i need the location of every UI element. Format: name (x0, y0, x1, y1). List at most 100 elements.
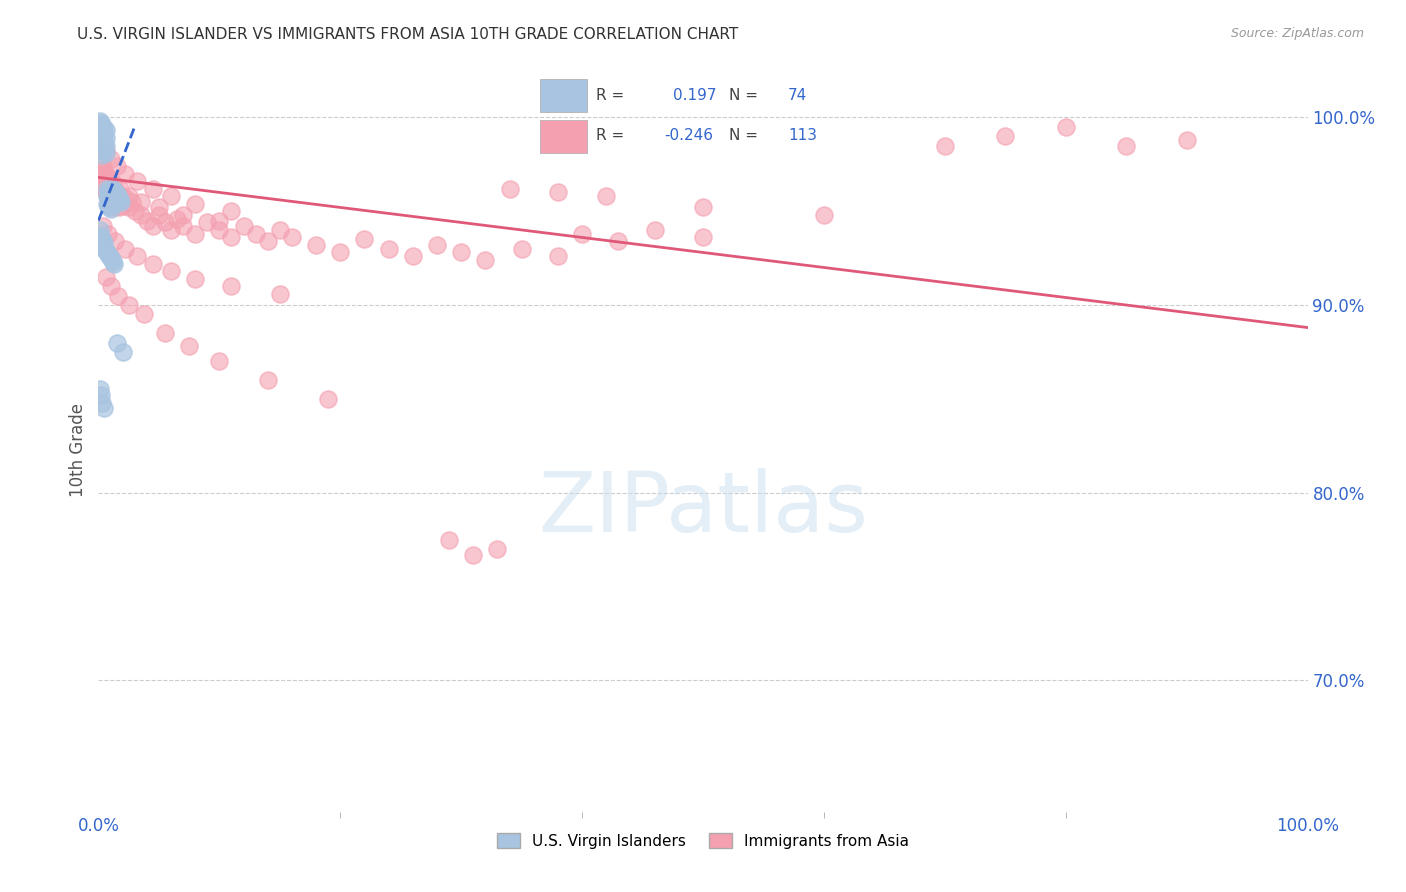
Point (184, 227, 207, 241)
Point (107, 288, 129, 302)
Point (160, 264, 183, 278)
Text: Source: ZipAtlas.com: Source: ZipAtlas.com (1230, 27, 1364, 40)
Point (91, 140, 114, 154)
Point (90, 388, 112, 402)
Legend: U.S. Virgin Islanders, Immigrants from Asia: U.S. Virgin Islanders, Immigrants from A… (491, 827, 915, 855)
Point (100, 251, 122, 265)
Point (127, 249, 149, 263)
Point (93, 236, 115, 251)
Point (105, 194, 128, 209)
Point (100, 193, 122, 207)
Point (91, 148, 114, 162)
Point (104, 186, 127, 200)
Point (179, 339, 201, 353)
Point (208, 354, 231, 368)
Point (129, 208, 152, 222)
Point (129, 194, 152, 209)
Point (90, 236, 112, 251)
Point (153, 326, 176, 341)
Point (100, 184, 122, 198)
Point (91, 232, 114, 246)
Point (134, 307, 156, 321)
Point (692, 230, 714, 244)
Point (103, 191, 125, 205)
Text: -0.246: -0.246 (664, 128, 713, 143)
Point (221, 204, 243, 219)
Text: 113: 113 (787, 128, 817, 143)
Point (100, 152, 122, 166)
Point (114, 191, 136, 205)
Point (91, 125, 114, 139)
Point (595, 189, 617, 203)
Point (101, 196, 124, 211)
Point (105, 187, 128, 202)
Point (93, 136, 115, 151)
Point (93, 129, 115, 144)
FancyBboxPatch shape (540, 79, 586, 112)
Point (97, 189, 120, 203)
Point (93, 167, 115, 181)
Point (89, 120, 111, 134)
Point (184, 271, 207, 285)
Point (94, 144, 117, 158)
Point (547, 249, 569, 263)
Point (547, 186, 569, 200)
Point (474, 252, 496, 267)
Point (1115, 138, 1137, 153)
Point (195, 215, 218, 229)
Point (111, 345, 134, 359)
Point (91, 135, 114, 149)
Point (101, 176, 124, 190)
Point (934, 138, 956, 153)
Point (89, 228, 111, 243)
Point (148, 208, 170, 222)
Point (91, 238, 114, 252)
Point (104, 196, 127, 211)
Point (93, 162, 115, 177)
Point (97, 184, 120, 198)
Point (110, 194, 132, 209)
Point (172, 219, 194, 234)
Point (184, 196, 207, 211)
Point (221, 279, 243, 293)
Point (97, 176, 120, 190)
Text: ZIPatlas: ZIPatlas (538, 467, 868, 549)
Point (402, 249, 425, 263)
Point (100, 202, 122, 217)
Point (208, 213, 231, 227)
Point (353, 232, 375, 246)
Point (91, 120, 114, 134)
Point (101, 255, 124, 269)
Point (813, 208, 835, 222)
Point (994, 129, 1017, 144)
Point (142, 219, 165, 234)
Point (96, 182, 118, 196)
Point (101, 201, 124, 215)
Point (426, 238, 449, 252)
Point (98, 186, 121, 200)
Point (100, 194, 122, 209)
Point (93, 179, 115, 194)
Point (97, 198, 120, 212)
Point (101, 189, 124, 203)
Point (96, 174, 118, 188)
FancyBboxPatch shape (540, 120, 586, 153)
Point (114, 167, 136, 181)
Point (89, 114, 111, 128)
Point (94, 123, 117, 137)
Point (166, 211, 188, 226)
Point (1175, 133, 1198, 147)
Y-axis label: 10th Grade: 10th Grade (69, 403, 87, 498)
Point (91, 142, 114, 156)
Text: R =: R = (596, 88, 624, 103)
Point (100, 187, 122, 202)
Point (97, 247, 120, 261)
Point (644, 223, 666, 237)
Point (118, 298, 141, 312)
Point (90, 162, 112, 177)
Point (108, 189, 131, 203)
Point (91, 133, 114, 147)
Point (245, 227, 267, 241)
Point (1054, 120, 1077, 134)
Point (135, 213, 157, 227)
